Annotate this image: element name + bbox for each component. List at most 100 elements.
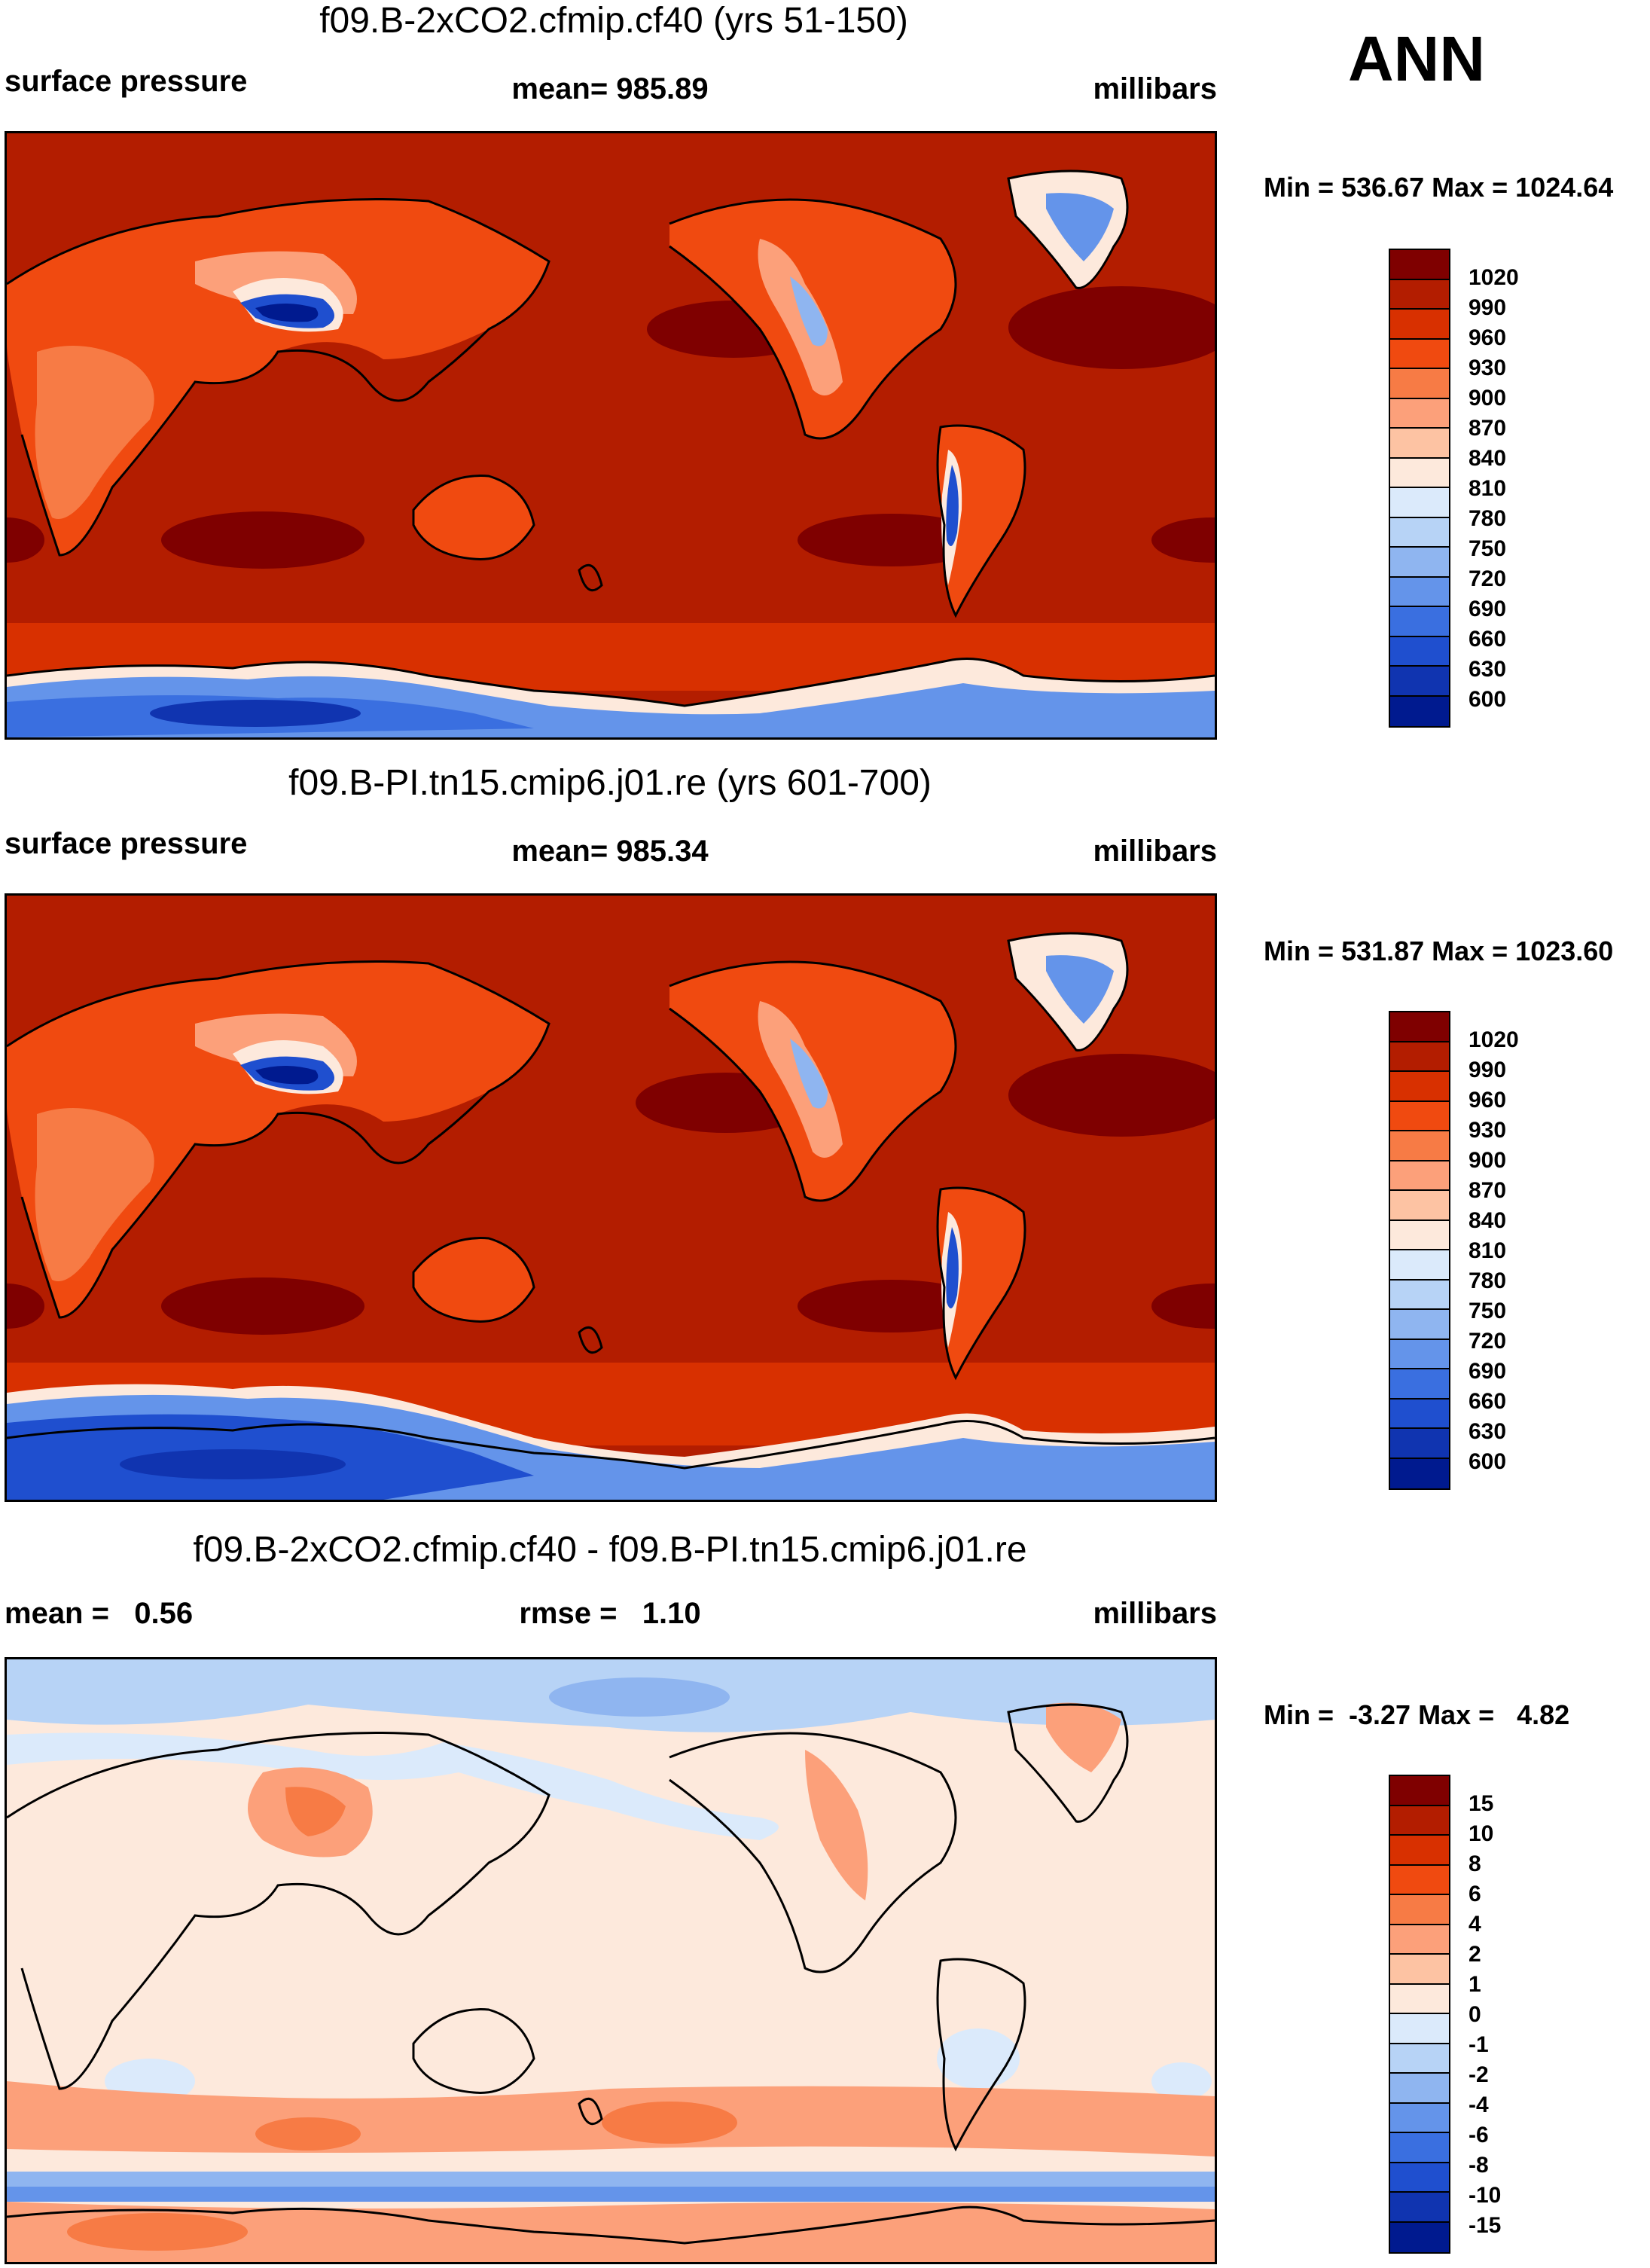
colorbar-1-tick: 990 [1469,295,1507,320]
colorbar-3-segment [1390,2163,1449,2193]
colorbar-2-tick: 720 [1469,1329,1507,1354]
colorbar-3-segment [1390,1806,1449,1836]
panel-3-title: f09.B-2xCO2.cfmip.cf40 - f09.B-PI.tn15.c… [193,1530,1027,1570]
colorbar-2-tick: 780 [1469,1268,1507,1293]
colorbar-1-segment [1390,250,1449,280]
colorbar-3-segment [1390,1984,1449,2014]
panel-1-minmax: Min = 536.67 Max = 1024.64 [1264,172,1614,203]
colorbar-2-tick: 840 [1469,1208,1507,1233]
colorbar-3-tick: 10 [1469,1821,1494,1846]
colorbar-3-segment [1390,1955,1449,1985]
colorbar-1-tick: 600 [1469,687,1507,712]
colorbar-1-tick: 930 [1469,356,1507,380]
panel-3-rmse-label: rmse = 1.10 [519,1597,701,1630]
colorbar-3-segment [1390,1836,1449,1866]
colorbar-3-tick: 4 [1469,1912,1481,1937]
colorbar-1-segment [1390,577,1449,607]
colorbar-2-segment [1390,1072,1449,1102]
colorbar-3-tick: -1 [1469,2032,1489,2057]
colorbar-2-tick: 990 [1469,1058,1507,1082]
colorbar-2-segment [1390,1101,1449,1131]
colorbar-3-tick: 6 [1469,1882,1481,1906]
colorbar-3-tick: -15 [1469,2213,1502,2238]
colorbar-1-tick: 630 [1469,657,1507,682]
colorbar-1-segment [1390,548,1449,578]
colorbar-1-segment [1390,279,1449,310]
panel-1-title: f09.B-2xCO2.cfmip.cf40 (yrs 51-150) [319,1,908,41]
colorbar-2-tick: 900 [1469,1148,1507,1173]
panel-1-mean-label: mean= 985.89 [511,72,709,105]
colorbar-2-segment [1390,1280,1449,1310]
colorbar-2-segment [1390,1250,1449,1281]
colorbar-3-segment [1390,2103,1449,2133]
colorbar-1-tick: 750 [1469,536,1507,561]
colorbar-3-segment [1390,1895,1449,1925]
colorbar-1-segment [1390,607,1449,637]
colorbar-3-tick: -10 [1469,2183,1502,2208]
colorbar-2-segment [1390,1429,1449,1459]
panel-2-units-label: millibars [1093,835,1217,868]
colorbar-2-segment [1390,1310,1449,1340]
panel-1-map [5,131,1217,740]
colorbar-2-tick: 750 [1469,1299,1507,1323]
colorbar-1-tick: 810 [1469,476,1507,501]
colorbar-3-segment [1390,2014,1449,2044]
panel-2-minmax: Min = 531.87 Max = 1023.60 [1264,936,1614,966]
colorbar-1-segment [1390,667,1449,697]
colorbar-1-segment [1390,398,1449,429]
colorbar-3-tick: 15 [1469,1791,1494,1816]
colorbar-1-segment [1390,488,1449,518]
colorbar-3-segment [1390,1776,1449,1806]
panel-1-units-label: millibars [1093,72,1217,105]
colorbar-2-segment [1390,1131,1449,1161]
colorbar-3-tick: 2 [1469,1942,1481,1967]
colorbar-1-tick: 900 [1469,386,1507,411]
colorbar-1-tick: 660 [1469,627,1507,652]
colorbar-1-segment [1390,310,1449,340]
colorbar-2-segment [1390,1399,1449,1429]
colorbar-1-segment [1390,369,1449,399]
colorbar-3-segment [1390,2222,1449,2252]
colorbar-1-segment [1390,696,1449,726]
colorbar-3-tick: -4 [1469,2092,1489,2117]
panel-2-map [5,893,1217,1502]
colorbar-3-tick: -2 [1469,2062,1489,2087]
colorbar-1-tick: 960 [1469,325,1507,350]
panel-3-minmax: Min = -3.27 Max = 4.82 [1264,1699,1570,1730]
panel-1-map-field [7,133,1215,737]
colorbar-2-tick: 660 [1469,1389,1507,1414]
panel-2-mean-label: mean= 985.34 [511,835,709,868]
colorbar-1-tick: 1020 [1469,265,1519,290]
colorbar-1-tick: 840 [1469,446,1507,471]
colorbar-2-segment [1390,1339,1449,1369]
panel-1-colorbar [1389,249,1450,728]
colorbar-2-segment [1390,1369,1449,1400]
colorbar-3-segment [1390,1865,1449,1895]
colorbar-2-tick: 810 [1469,1238,1507,1263]
colorbar-1-segment [1390,458,1449,488]
colorbar-2-segment [1390,1012,1449,1042]
colorbar-3-segment [1390,2044,1449,2074]
colorbar-3-tick: 0 [1469,2002,1481,2027]
panel-2-title: f09.B-PI.tn15.cmip6.j01.re (yrs 601-700) [288,763,932,803]
panel-2-map-field [7,896,1215,1500]
colorbar-2-tick: 630 [1469,1419,1507,1444]
panel-3-mean-label: mean = 0.56 [5,1597,194,1630]
season-label: ANN [1348,23,1485,94]
colorbar-1-segment [1390,517,1449,548]
panel-3-map [5,1657,1217,2264]
colorbar-1-segment [1390,636,1449,667]
colorbar-3-tick: 8 [1469,1851,1481,1876]
colorbar-2-tick: 1020 [1469,1027,1519,1052]
colorbar-2-segment [1390,1161,1449,1191]
colorbar-3-segment [1390,2133,1449,2163]
colorbar-2-tick: 600 [1469,1449,1507,1474]
colorbar-3-tick: 1 [1469,1972,1481,1997]
colorbar-2-tick: 870 [1469,1178,1507,1203]
colorbar-3-segment [1390,1925,1449,1955]
colorbar-1-tick: 870 [1469,416,1507,441]
colorbar-1-segment [1390,429,1449,459]
panel-2-colorbar [1389,1011,1450,1490]
panel-3-colorbar [1389,1775,1450,2254]
colorbar-1-tick: 780 [1469,506,1507,531]
